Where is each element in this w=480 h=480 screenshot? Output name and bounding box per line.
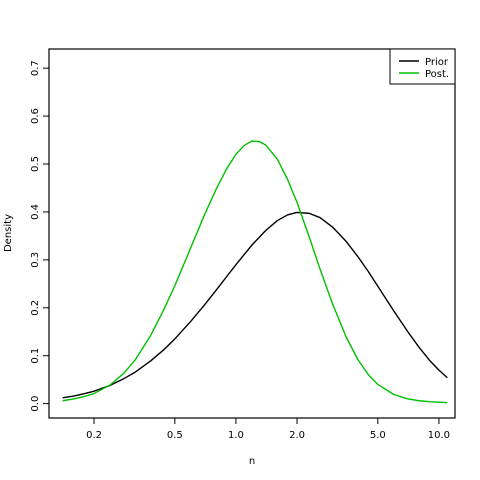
- plot-frame: [48, 48, 456, 419]
- x-axis-label: n: [249, 456, 255, 467]
- legend-label-posterior: Post.: [425, 69, 449, 80]
- legend-box: [389, 48, 456, 85]
- y-tick-label-3: 0.3: [30, 252, 41, 268]
- legend-label-prior: Prior: [425, 57, 449, 68]
- series-line-1: [62, 140, 448, 404]
- x-axis: 0.2 0.5 1.0 2.0 5.0 10.0: [86, 418, 450, 441]
- legend: Prior Post.: [389, 48, 456, 85]
- y-tick-label-4: 0.4: [30, 204, 41, 220]
- x-tick-label-1: 0.5: [167, 430, 183, 441]
- y-tick-label-2: 0.2: [30, 300, 41, 316]
- y-axis: 0.0 0.1 0.2 0.3 0.4 0.5 0.6 0.7: [30, 60, 49, 412]
- y-tick-label-7: 0.7: [30, 60, 41, 76]
- x-tick-label-4: 5.0: [370, 430, 386, 441]
- x-tick-label-0: 0.2: [86, 430, 102, 441]
- x-tick-label-2: 1.0: [228, 430, 244, 441]
- x-tick-label-5: 10.0: [428, 430, 450, 441]
- series-line-0: [62, 211, 448, 399]
- y-tick-label-6: 0.6: [30, 108, 41, 124]
- x-tick-label-3: 2.0: [289, 430, 305, 441]
- y-tick-label-1: 0.1: [30, 348, 41, 364]
- y-tick-label-5: 0.5: [30, 156, 41, 172]
- y-axis-label: Density: [3, 214, 14, 252]
- y-tick-label-0: 0.0: [30, 396, 41, 412]
- series-layer: [62, 140, 448, 404]
